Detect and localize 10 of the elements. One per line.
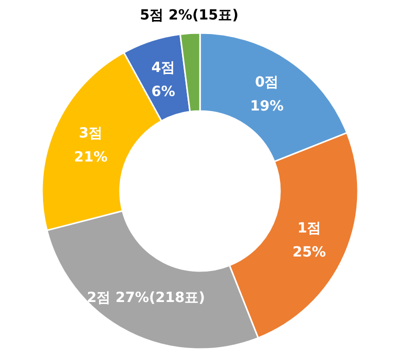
- slice-label: 5점 2%(15표): [140, 7, 239, 24]
- slice-label: 3점: [78, 126, 103, 142]
- slice-label: 0점: [255, 74, 279, 91]
- slice-label: 1점: [297, 220, 322, 236]
- data-label: 25%: [292, 244, 326, 260]
- data-label: 21%: [74, 150, 108, 166]
- slice-label: 2점 27%(218표): [86, 290, 206, 306]
- slice-label: 4점: [151, 60, 176, 76]
- data-label: 19%: [250, 98, 284, 115]
- data-label: 6%: [151, 84, 176, 100]
